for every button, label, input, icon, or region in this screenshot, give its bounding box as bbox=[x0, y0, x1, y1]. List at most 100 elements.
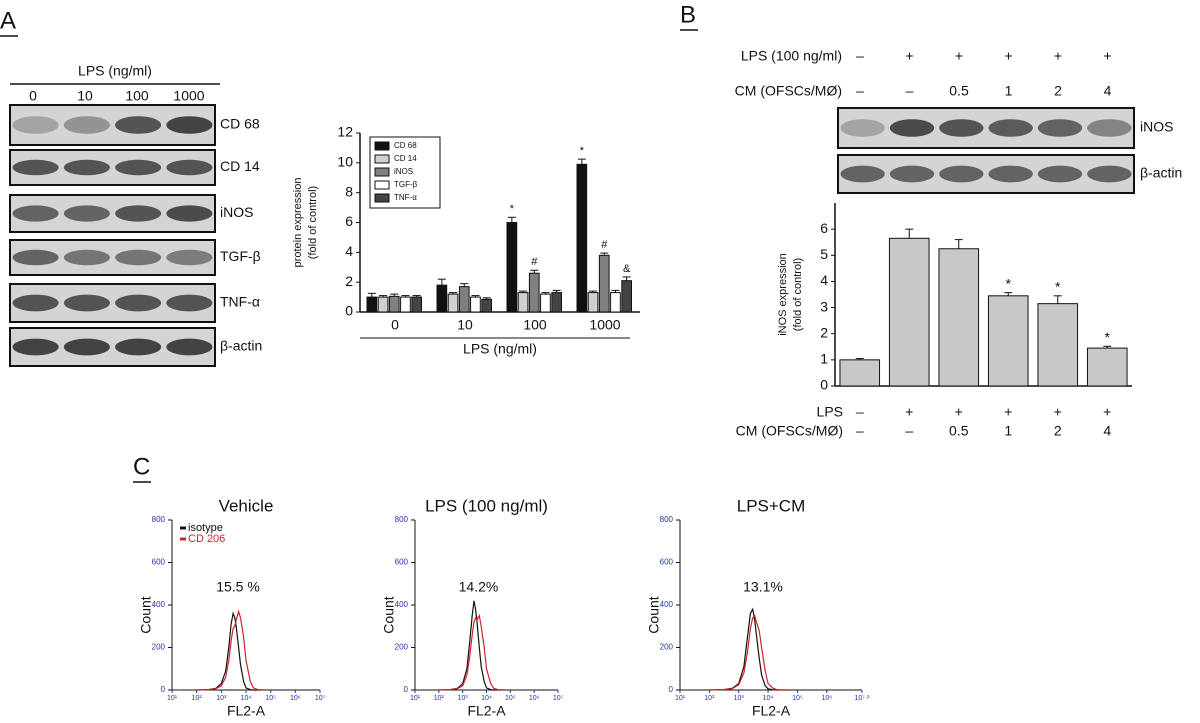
annotation: 15.5 % bbox=[216, 579, 260, 595]
y-tick-label: 800 bbox=[152, 515, 166, 524]
blot-band bbox=[115, 294, 162, 312]
annotation: 13.1% bbox=[743, 579, 783, 595]
legend-swatch bbox=[374, 141, 390, 151]
band-label: CD 68 bbox=[220, 116, 260, 132]
bar bbox=[388, 295, 400, 313]
lane-label: + bbox=[955, 48, 963, 64]
blot-header: LPS (ng/ml) bbox=[78, 63, 152, 79]
x-tick-label: 10¹ bbox=[675, 695, 686, 702]
x-axis-label: FL2-A bbox=[227, 703, 266, 719]
blot-band bbox=[939, 165, 984, 183]
panel-letter: C bbox=[133, 453, 150, 480]
blot-band bbox=[988, 119, 1033, 137]
blot-band bbox=[12, 116, 59, 134]
y-tick-label: 4 bbox=[820, 272, 828, 288]
y-axis-label: (fold of control) bbox=[307, 186, 319, 259]
lane-label: 0.5 bbox=[949, 83, 969, 99]
legend-label: TGF-β bbox=[394, 180, 418, 189]
x-tick-label: 10⁴ bbox=[481, 695, 492, 702]
x-tick-label: + bbox=[955, 404, 963, 420]
y-tick-label: 0 bbox=[161, 685, 166, 694]
x-tick-label: 10⁶ bbox=[290, 695, 301, 702]
legend-label: CD 68 bbox=[394, 141, 417, 150]
blot-band bbox=[1087, 165, 1132, 183]
y-tick-label: 400 bbox=[152, 600, 166, 609]
blot-band bbox=[63, 205, 110, 222]
x-tick-label: 10² bbox=[704, 695, 715, 702]
significance: # bbox=[531, 256, 538, 268]
lane-label: 1000 bbox=[173, 88, 204, 104]
blot-band bbox=[1087, 119, 1132, 137]
bar bbox=[839, 359, 881, 387]
legend-label: isotype bbox=[188, 522, 223, 534]
lane-label: + bbox=[1004, 48, 1012, 64]
lane-label: 2 bbox=[1054, 83, 1062, 99]
y-tick-label: 800 bbox=[395, 515, 409, 524]
band-label: iNOS bbox=[220, 204, 253, 220]
x-tick-label: 10³ bbox=[458, 695, 469, 702]
blot-band bbox=[166, 294, 213, 312]
histogram-line bbox=[709, 614, 789, 691]
blot-band bbox=[12, 159, 59, 176]
x-tick-label: 1 bbox=[1004, 423, 1012, 439]
bar bbox=[436, 284, 448, 313]
lane-label: 10 bbox=[77, 88, 93, 104]
y-tick-label: 2 bbox=[820, 324, 828, 340]
lane-label: 100 bbox=[125, 88, 149, 104]
x-axis-label: LPS (ng/ml) bbox=[463, 341, 537, 357]
blot-band bbox=[166, 338, 213, 356]
y-axis-label: Count bbox=[138, 596, 154, 633]
significance: * bbox=[580, 145, 585, 157]
bar bbox=[528, 272, 540, 313]
x-tick-label: – bbox=[856, 423, 864, 439]
blot-band bbox=[63, 159, 110, 176]
bar bbox=[470, 296, 481, 313]
y-tick-label: 0 bbox=[820, 377, 828, 393]
x-tick-label: + bbox=[1054, 404, 1062, 420]
band-label: iNOS bbox=[1140, 119, 1173, 135]
blot-band bbox=[115, 159, 162, 176]
bar bbox=[366, 296, 378, 313]
lane-label: 1 bbox=[1005, 83, 1013, 99]
bar bbox=[458, 286, 470, 313]
blot-band bbox=[12, 294, 59, 312]
bar bbox=[610, 292, 621, 313]
blot-band bbox=[166, 159, 213, 176]
y-tick-label: 0 bbox=[404, 685, 409, 694]
y-tick-label: 1 bbox=[820, 351, 828, 367]
x-tick-label: 0.5 bbox=[949, 423, 969, 439]
x-tick-label: 10⁴ bbox=[241, 695, 252, 702]
row-name: CM (OFSCs/MØ) bbox=[735, 83, 842, 99]
bar bbox=[621, 280, 632, 313]
blot-band bbox=[988, 165, 1033, 183]
blot-band bbox=[12, 338, 59, 356]
panel-letter: A bbox=[0, 7, 16, 34]
x-tick-label: + bbox=[1004, 404, 1012, 420]
blot-band bbox=[939, 119, 984, 137]
significance: * bbox=[1006, 275, 1012, 291]
blot-band bbox=[115, 338, 162, 356]
x-axis-label: FL2-A bbox=[752, 703, 791, 719]
lane-label: + bbox=[1054, 48, 1062, 64]
blot-band bbox=[166, 205, 213, 222]
histogram-line bbox=[709, 607, 789, 691]
x-tick-label: 10² bbox=[192, 695, 203, 702]
y-tick-label: 3 bbox=[820, 298, 828, 314]
significance: # bbox=[601, 239, 608, 251]
blot-band bbox=[115, 116, 162, 134]
row-name: CM (OFSCs/MØ) bbox=[736, 423, 843, 439]
histogram-line bbox=[438, 613, 504, 691]
blot-band bbox=[840, 165, 885, 183]
x-tick-label: 0 bbox=[391, 317, 399, 333]
band-label: TGF-β bbox=[220, 248, 261, 264]
bar bbox=[888, 237, 930, 387]
x-tick-label: 10⁵ bbox=[265, 695, 276, 702]
x-tick-label: 1000 bbox=[589, 317, 620, 333]
significance: * bbox=[510, 203, 515, 215]
y-tick-label: 0 bbox=[345, 303, 353, 319]
x-tick-label: – bbox=[905, 423, 913, 439]
y-tick-label: 400 bbox=[395, 600, 409, 609]
panel-letter: B bbox=[680, 1, 696, 28]
x-tick-label: + bbox=[1103, 404, 1111, 420]
